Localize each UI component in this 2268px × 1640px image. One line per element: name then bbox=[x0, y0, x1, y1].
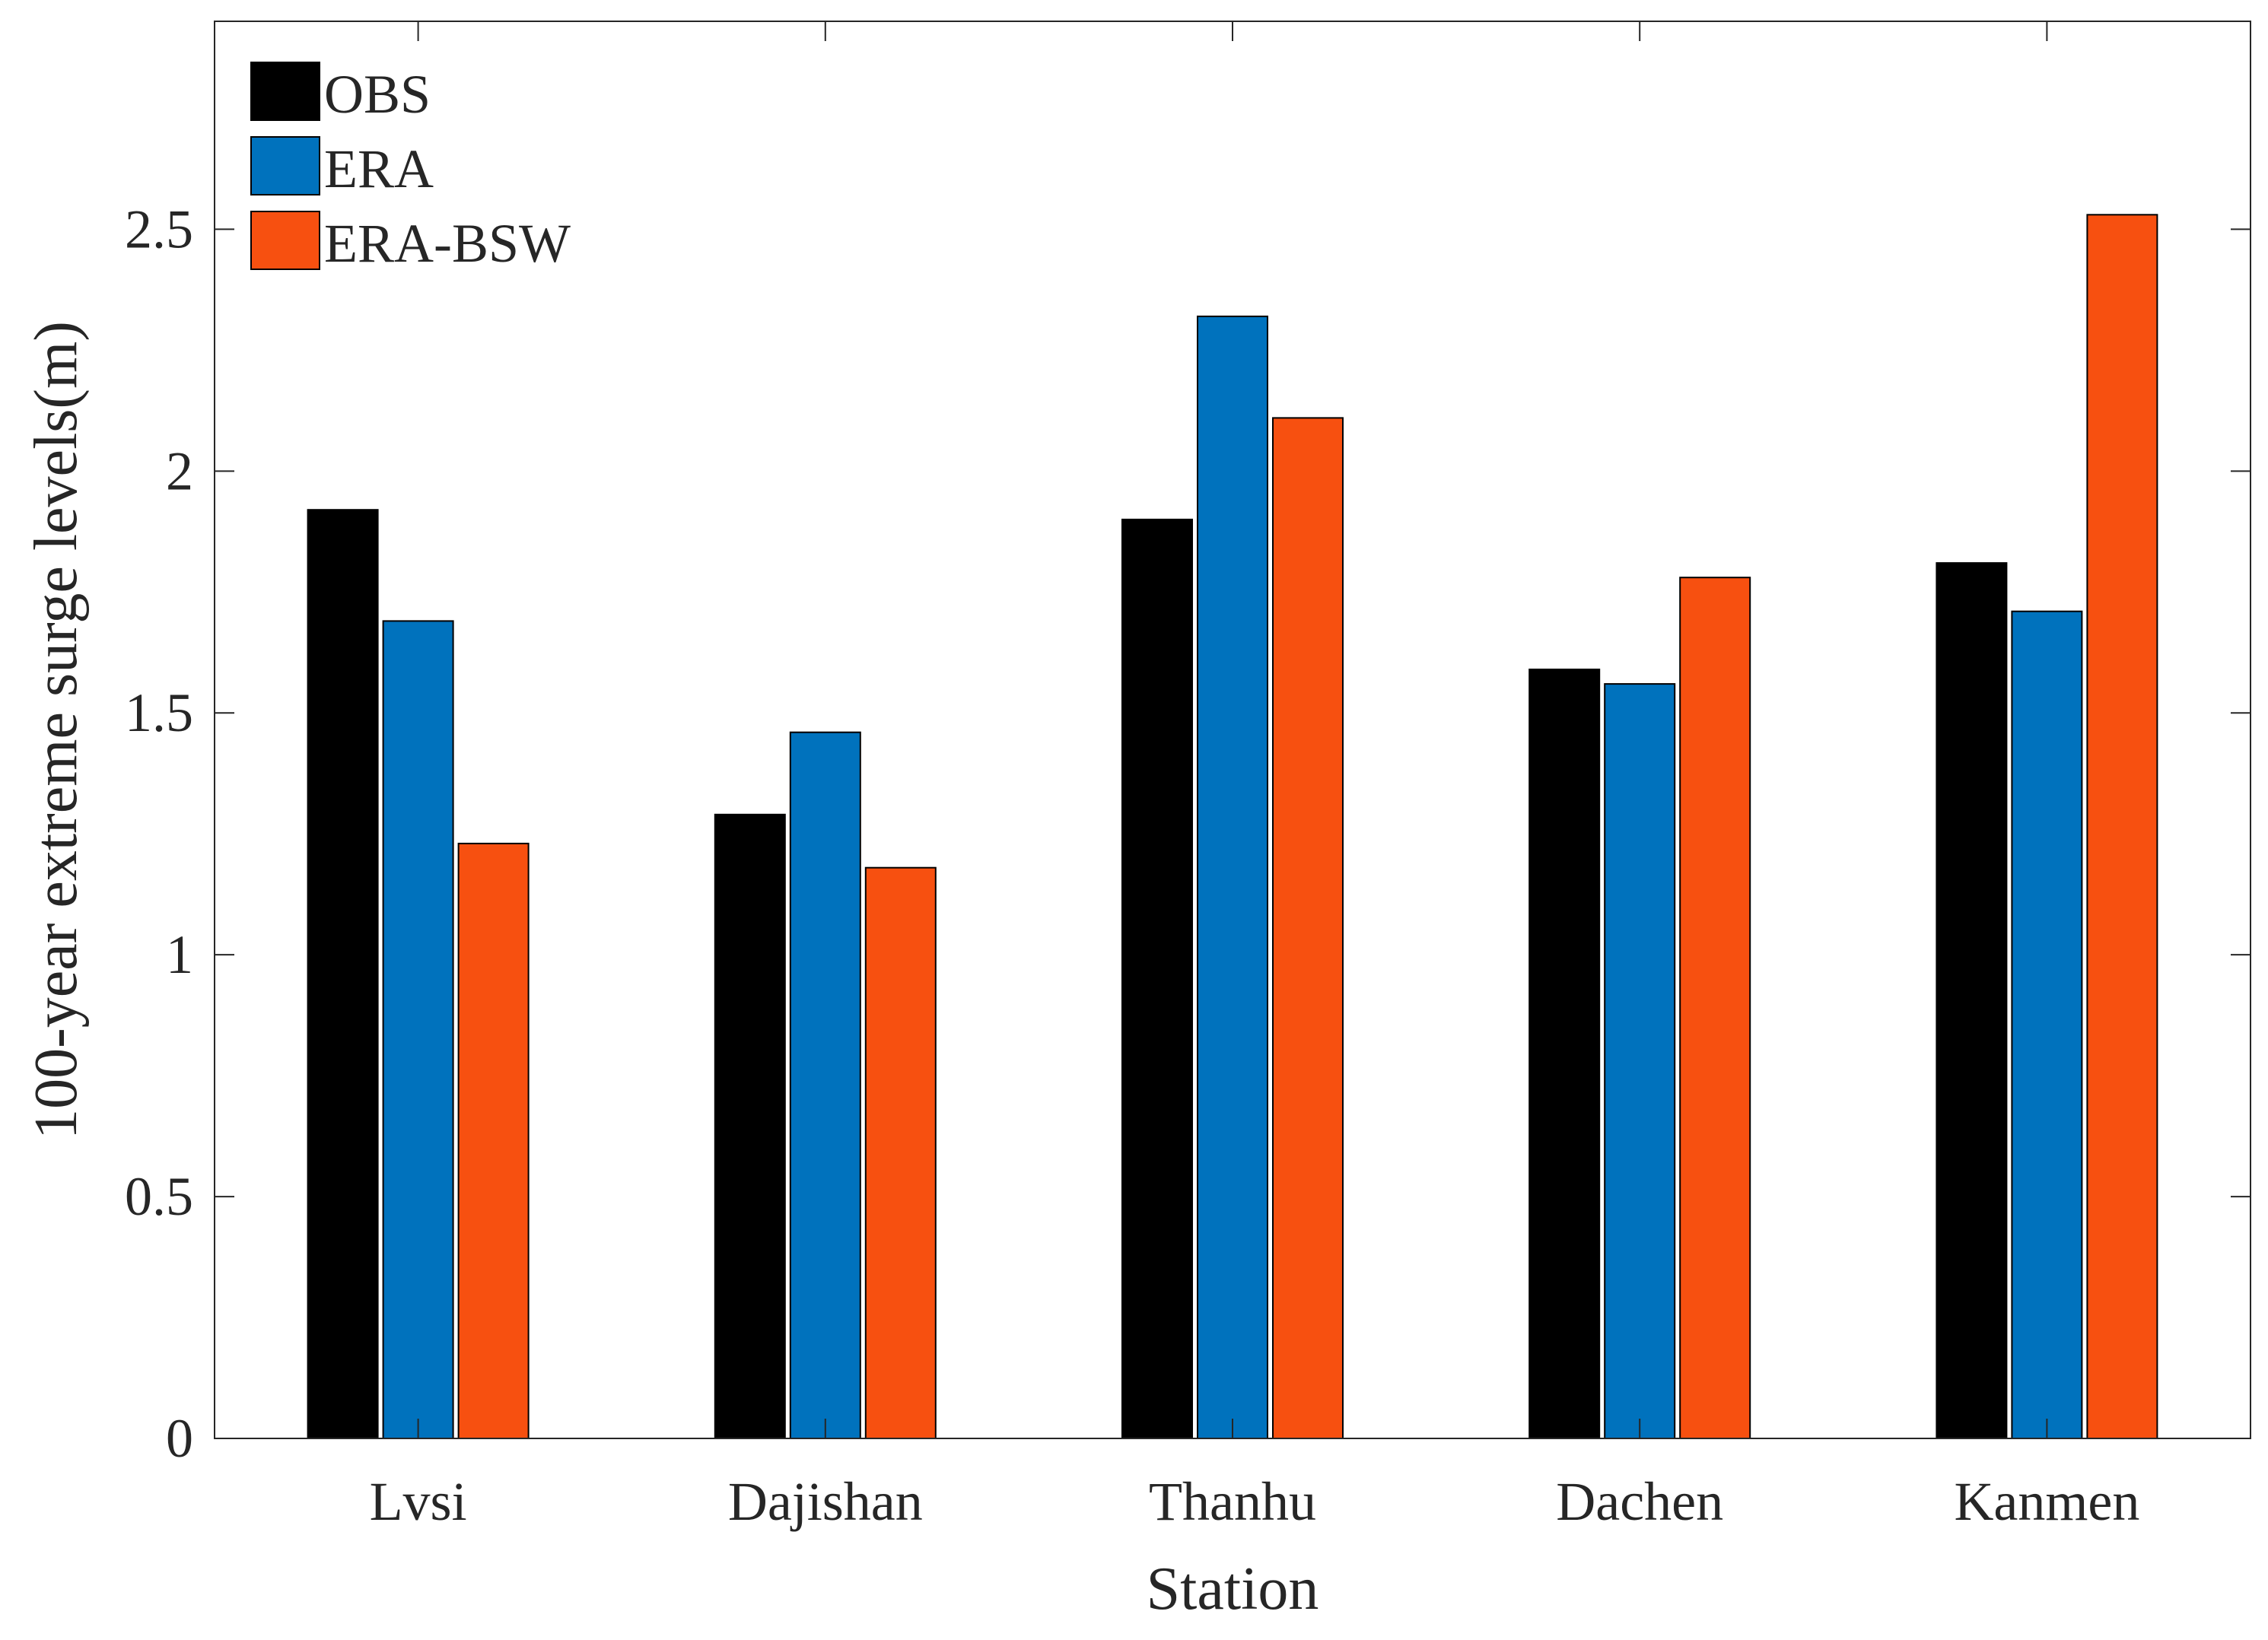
bar-dachen-era-bsw bbox=[1679, 577, 1751, 1440]
legend-swatch-obs bbox=[250, 62, 320, 121]
bar-dajishan-obs bbox=[714, 813, 786, 1440]
bar-dachen-era bbox=[1604, 683, 1676, 1439]
bar-lvsi-era bbox=[382, 620, 454, 1439]
legend-swatch-era bbox=[250, 136, 320, 195]
bar-thanhu-obs bbox=[1121, 518, 1193, 1439]
x-tick-label: Thanhu bbox=[1149, 1471, 1316, 1532]
bar-lvsi-obs bbox=[307, 509, 379, 1440]
bar-thanhu-era-bsw bbox=[1272, 417, 1344, 1439]
x-tick-label: Kanmen bbox=[1954, 1471, 2139, 1532]
y-tick-label: 0.5 bbox=[125, 1166, 193, 1227]
bar-dachen-obs bbox=[1528, 669, 1601, 1439]
y-tick-label: 2 bbox=[166, 440, 193, 501]
legend-label-obs: OBS bbox=[324, 64, 431, 125]
legend-label-era-bsw: ERA-BSW bbox=[324, 213, 571, 274]
bar-kanmen-obs bbox=[1936, 562, 2008, 1439]
x-tick-label: Dajishan bbox=[728, 1471, 923, 1532]
legend-swatch-era-bsw bbox=[250, 211, 320, 270]
legend-label-era: ERA bbox=[324, 138, 434, 199]
y-axis-label: 100-year extreme surge levels(m) bbox=[23, 321, 90, 1139]
y-tick-label: 1 bbox=[166, 924, 193, 985]
x-tick-label: Dachen bbox=[1556, 1471, 1723, 1532]
bar-thanhu-era bbox=[1197, 315, 1268, 1439]
y-ticks: 0 0.5 1 1.5 2 2.5 bbox=[125, 199, 2251, 1469]
axes-box bbox=[214, 21, 2251, 1439]
x-tick-label: Lvsi bbox=[370, 1471, 467, 1532]
bar-dajishan-era-bsw bbox=[864, 866, 937, 1439]
x-axis-label: Station bbox=[1147, 1556, 1319, 1623]
bar-kanmen-era bbox=[2011, 610, 2083, 1440]
x-ticks: Lvsi Dajishan Thanhu Dachen Kanmen bbox=[370, 21, 2139, 1532]
bar-lvsi-era-bsw bbox=[457, 842, 530, 1439]
bar-dajishan-era bbox=[789, 731, 861, 1439]
bars bbox=[307, 214, 2158, 1440]
bar-kanmen-era-bsw bbox=[2086, 214, 2158, 1439]
y-tick-label: 0 bbox=[166, 1408, 193, 1469]
legend: OBS ERA ERA-BSW bbox=[250, 62, 571, 274]
y-tick-label: 2.5 bbox=[125, 199, 193, 259]
y-tick-label: 1.5 bbox=[125, 682, 193, 743]
